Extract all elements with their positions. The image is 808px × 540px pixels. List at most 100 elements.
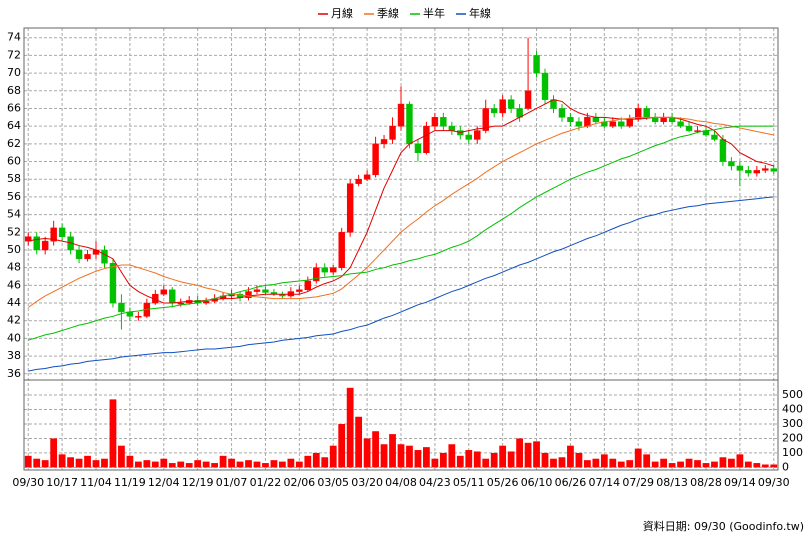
x-tick-label: 06/26	[555, 476, 587, 489]
volume-bar	[312, 452, 320, 468]
candle-body	[558, 108, 566, 118]
volume-bar	[583, 460, 591, 468]
candle-body	[474, 130, 481, 140]
volume-bar	[126, 455, 134, 468]
legend-label: 月線	[331, 6, 353, 20]
volume-bar	[211, 463, 219, 468]
y-tick-label: 62	[7, 137, 21, 150]
volume-bar	[634, 448, 642, 468]
legend-label: 季線	[377, 6, 399, 20]
x-tick-label: 08/28	[690, 476, 722, 489]
volume-bar	[270, 460, 278, 468]
volume-bar	[761, 464, 769, 468]
volume-bar	[143, 460, 151, 468]
volume-bar	[550, 458, 557, 468]
candle-body	[507, 99, 515, 109]
volume-bar	[363, 438, 371, 468]
candle-body	[465, 134, 472, 140]
y-tick-label: 48	[7, 261, 21, 274]
volume-bar	[728, 458, 735, 468]
volume-bar	[194, 460, 202, 468]
footer: 資料日期: 09/30 (Goodinfo.tw)	[643, 519, 804, 533]
x-tick-label: 08/13	[656, 476, 688, 489]
volume-bar	[626, 460, 634, 468]
candle-body	[202, 301, 210, 304]
volume-bar	[33, 458, 41, 468]
y2-tick-label: 500	[782, 388, 803, 401]
volume-bar	[58, 454, 66, 468]
volume-bar	[702, 463, 710, 468]
candle-body	[533, 55, 540, 74]
volume-bar	[533, 441, 540, 468]
candle-body	[592, 117, 600, 122]
volume-bar	[389, 434, 396, 468]
volume-bar	[448, 444, 456, 468]
volume-bar	[744, 461, 752, 468]
volume-bar	[423, 447, 430, 468]
candle-body	[541, 72, 549, 100]
volume-bar	[609, 458, 617, 468]
candle-body	[618, 121, 625, 127]
candle-body	[728, 161, 735, 167]
volume-bar	[711, 461, 718, 468]
candle-body	[363, 174, 371, 180]
y2-tick-label: 400	[782, 403, 803, 416]
volume-bar	[668, 463, 676, 468]
ma-line	[28, 125, 774, 341]
candle-body	[304, 280, 312, 291]
volume-bar	[262, 463, 269, 468]
volume-bar	[643, 454, 651, 468]
volume-bar	[295, 461, 303, 468]
candle-body	[380, 139, 388, 145]
candle-body	[490, 108, 498, 114]
candle-body	[84, 254, 91, 260]
y2-tick-label: 0	[782, 460, 789, 473]
y-tick-label: 40	[7, 331, 21, 344]
volume-bar	[253, 461, 261, 468]
x-tick-label: 11/19	[114, 476, 146, 489]
x-tick-label: 06/10	[521, 476, 553, 489]
candle-body	[330, 267, 337, 273]
x-tick-label: 05/26	[487, 476, 519, 489]
y-tick-label: 68	[7, 84, 21, 97]
x-tick-label: 03/05	[317, 476, 349, 489]
candle-body	[762, 168, 769, 171]
volume-bar	[151, 461, 159, 468]
candle-body	[753, 170, 761, 174]
y2-tick-label: 200	[782, 431, 803, 444]
candle-body	[313, 267, 320, 282]
volume-bar	[304, 455, 312, 468]
volume-bar	[228, 458, 235, 468]
x-tick-label: 05/11	[453, 476, 485, 489]
volume-bar	[719, 457, 727, 468]
candle-body	[711, 134, 718, 140]
volume-bar	[406, 445, 413, 468]
volume-bar	[24, 455, 32, 468]
candle-body	[677, 121, 684, 127]
ma-line	[27, 116, 774, 308]
candle-body	[660, 117, 667, 122]
volume-bar	[219, 455, 227, 468]
ma-line	[28, 196, 774, 372]
candle-body	[770, 168, 777, 172]
volume-bar	[380, 444, 388, 468]
candle-body	[609, 121, 617, 127]
volume-bar	[75, 458, 83, 468]
candle-body	[346, 183, 354, 233]
volume-bar	[92, 460, 100, 468]
candle-body	[575, 121, 583, 127]
volume-bar	[490, 452, 498, 468]
candle-body	[482, 108, 489, 131]
volume-bar	[287, 458, 295, 468]
volume-panel	[23, 379, 779, 471]
volume-bar	[524, 442, 532, 468]
candle-body	[719, 139, 727, 162]
candle-body	[423, 125, 430, 153]
candle-body	[262, 289, 269, 293]
volume-bar	[473, 451, 481, 468]
volume-bar	[516, 438, 523, 468]
volume-bar	[439, 452, 447, 468]
volume-bar	[736, 454, 744, 468]
y-tick-label: 60	[7, 155, 21, 168]
candle-body	[58, 227, 66, 237]
